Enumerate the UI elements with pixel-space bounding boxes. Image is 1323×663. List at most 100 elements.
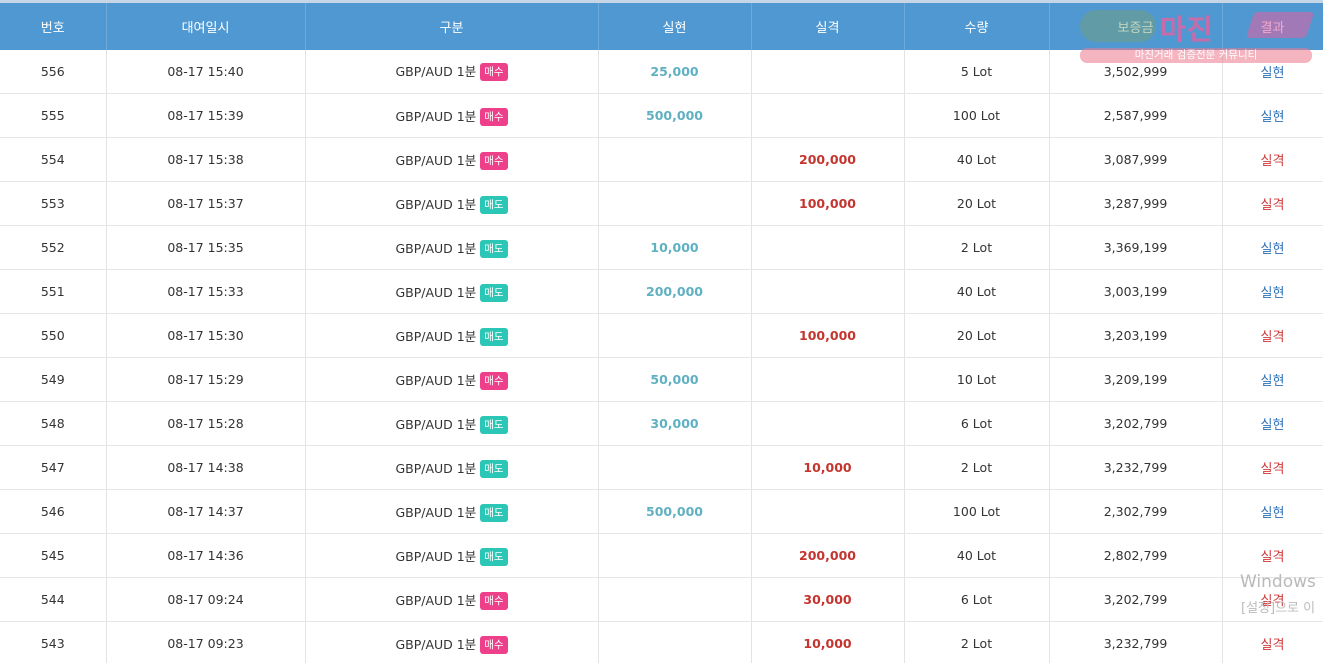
table-header-row: 번호 대여일시 구분 실현 실격 수량 보증금 결과 [0, 0, 1323, 50]
row-result: 실현 [1222, 225, 1323, 270]
row-loss [751, 225, 905, 270]
row-product: GBP/AUD 1분 [395, 196, 477, 212]
row-result: 실격 [1222, 533, 1323, 578]
table-body: 556 08-17 15:40 GBP/AUD 1분 매수 25,000 5 Lot 3,5… [0, 49, 1323, 663]
row-category: GBP/AUD 1분 매도 [305, 269, 599, 314]
row-result: 실현 [1222, 357, 1323, 402]
row-number: 552 [0, 225, 107, 270]
row-datetime: 08-17 14:37 [106, 489, 306, 534]
side-badge: 매도 [480, 503, 508, 522]
row-datetime: 08-17 15:35 [106, 225, 306, 270]
table-row: 548 08-17 15:28 GBP/AUD 1분 매도 30,000 6 Lot 3,2… [0, 401, 1323, 446]
row-number: 556 [0, 49, 107, 94]
row-number: 549 [0, 357, 107, 402]
row-profit [598, 577, 752, 622]
row-datetime: 08-17 15:28 [106, 401, 306, 446]
row-profit: 25,000 [598, 49, 752, 94]
row-loss: 10,000 [751, 445, 905, 490]
row-category: GBP/AUD 1분 매도 [305, 401, 599, 446]
row-category: GBP/AUD 1분 매수 [305, 621, 599, 663]
row-product: GBP/AUD 1분 [395, 636, 477, 652]
row-deposit: 3,232,799 [1049, 445, 1223, 490]
row-profit: 10,000 [598, 225, 752, 270]
row-category: GBP/AUD 1분 매수 [305, 93, 599, 138]
row-datetime: 08-17 15:29 [106, 357, 306, 402]
side-badge: 매도 [480, 547, 508, 566]
row-result: 실격 [1222, 137, 1323, 182]
row-loss [751, 401, 905, 446]
row-number: 553 [0, 181, 107, 226]
row-number: 550 [0, 313, 107, 358]
row-quantity: 40 Lot [904, 137, 1050, 182]
row-deposit: 3,202,799 [1049, 577, 1223, 622]
side-badge: 매도 [480, 327, 508, 346]
table-row: 546 08-17 14:37 GBP/AUD 1분 매도 500,000 100 Lot… [0, 489, 1323, 534]
row-profit: 30,000 [598, 401, 752, 446]
row-product: GBP/AUD 1분 [395, 592, 477, 608]
row-quantity: 100 Lot [904, 489, 1050, 534]
table-row: 556 08-17 15:40 GBP/AUD 1분 매수 25,000 5 Lot 3,5… [0, 49, 1323, 94]
table-row: 553 08-17 15:37 GBP/AUD 1분 매도 100,000 20 Lot 3… [0, 181, 1323, 226]
row-product: GBP/AUD 1분 [395, 504, 477, 520]
header-loss: 실격 [751, 0, 905, 50]
table-row: 545 08-17 14:36 GBP/AUD 1분 매도 200,000 40 Lot 2… [0, 533, 1323, 578]
row-result: 실격 [1222, 181, 1323, 226]
row-category: GBP/AUD 1분 매수 [305, 577, 599, 622]
row-deposit: 3,202,799 [1049, 401, 1223, 446]
row-number: 548 [0, 401, 107, 446]
row-quantity: 40 Lot [904, 269, 1050, 314]
side-badge: 매수 [480, 107, 508, 126]
row-datetime: 08-17 15:37 [106, 181, 306, 226]
header-deposit: 보증금 [1049, 0, 1223, 50]
row-number: 554 [0, 137, 107, 182]
row-quantity: 6 Lot [904, 577, 1050, 622]
row-deposit: 3,232,799 [1049, 621, 1223, 663]
side-badge: 매수 [480, 591, 508, 610]
table-row: 549 08-17 15:29 GBP/AUD 1분 매수 50,000 10 Lot 3,… [0, 357, 1323, 402]
row-profit [598, 137, 752, 182]
row-product: GBP/AUD 1분 [395, 240, 477, 256]
row-profit: 500,000 [598, 93, 752, 138]
row-profit: 50,000 [598, 357, 752, 402]
row-datetime: 08-17 14:38 [106, 445, 306, 490]
row-deposit: 3,203,199 [1049, 313, 1223, 358]
row-profit: 200,000 [598, 269, 752, 314]
row-category: GBP/AUD 1분 매도 [305, 489, 599, 534]
windows-activation-subtitle: [설정]으로 이 [1241, 601, 1316, 616]
row-product: GBP/AUD 1분 [395, 64, 477, 80]
row-category: GBP/AUD 1분 매수 [305, 49, 599, 94]
row-number: 543 [0, 621, 107, 663]
row-product: GBP/AUD 1분 [395, 416, 477, 432]
row-quantity: 2 Lot [904, 445, 1050, 490]
row-number: 545 [0, 533, 107, 578]
row-product: GBP/AUD 1분 [395, 460, 477, 476]
row-quantity: 10 Lot [904, 357, 1050, 402]
row-result: 실격 [1222, 313, 1323, 358]
row-quantity: 5 Lot [904, 49, 1050, 94]
row-datetime: 08-17 09:23 [106, 621, 306, 663]
row-datetime: 08-17 09:24 [106, 577, 306, 622]
row-profit [598, 445, 752, 490]
row-loss: 200,000 [751, 533, 905, 578]
row-category: GBP/AUD 1분 매도 [305, 181, 599, 226]
row-quantity: 20 Lot [904, 313, 1050, 358]
row-result: 실현 [1222, 49, 1323, 94]
row-loss: 10,000 [751, 621, 905, 663]
row-loss [751, 357, 905, 402]
row-datetime: 08-17 15:30 [106, 313, 306, 358]
row-profit [598, 181, 752, 226]
header-datetime: 대여일시 [106, 0, 306, 50]
header-category: 구분 [305, 0, 599, 50]
row-profit [598, 313, 752, 358]
row-result: 실격 [1222, 445, 1323, 490]
row-number: 555 [0, 93, 107, 138]
table-row: 547 08-17 14:38 GBP/AUD 1분 매도 10,000 2 Lot 3,2… [0, 445, 1323, 490]
side-badge: 매도 [480, 415, 508, 434]
side-badge: 매도 [480, 283, 508, 302]
row-profit [598, 533, 752, 578]
table-row: 551 08-17 15:33 GBP/AUD 1분 매도 200,000 40 Lot 3… [0, 269, 1323, 314]
table-row: 544 08-17 09:24 GBP/AUD 1분 매수 30,000 6 Lot 3,2… [0, 577, 1323, 622]
row-datetime: 08-17 15:40 [106, 49, 306, 94]
row-category: GBP/AUD 1분 매수 [305, 137, 599, 182]
